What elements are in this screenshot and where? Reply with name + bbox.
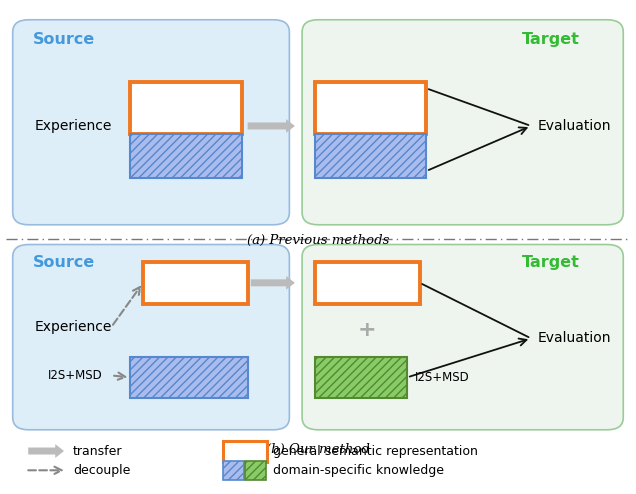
Bar — [143, 262, 248, 304]
Text: Target: Target — [522, 32, 579, 47]
Bar — [130, 82, 242, 133]
Text: +: + — [358, 321, 377, 340]
Text: Evaluation: Evaluation — [537, 331, 611, 345]
Text: (a) Previous methods: (a) Previous methods — [247, 234, 389, 247]
FancyBboxPatch shape — [302, 245, 623, 430]
Text: transfer: transfer — [73, 445, 123, 457]
Text: I2S+MSD: I2S+MSD — [415, 371, 469, 384]
Text: domain-specific knowledge: domain-specific knowledge — [273, 464, 445, 477]
FancyBboxPatch shape — [302, 20, 623, 225]
FancyBboxPatch shape — [13, 245, 289, 430]
Text: I2S+MSD: I2S+MSD — [48, 369, 102, 382]
Bar — [315, 262, 420, 304]
Bar — [315, 357, 407, 398]
Bar — [130, 357, 248, 398]
Bar — [223, 461, 244, 480]
Text: Experience: Experience — [35, 320, 113, 334]
Text: Source: Source — [33, 32, 95, 47]
Text: Experience: Experience — [35, 119, 113, 133]
Text: Source: Source — [33, 255, 95, 270]
Text: Target: Target — [522, 255, 579, 270]
Text: (b) Our method: (b) Our method — [266, 443, 370, 456]
Bar — [223, 441, 267, 462]
Text: decouple: decouple — [73, 464, 130, 477]
Text: Evaluation: Evaluation — [537, 119, 611, 133]
Bar — [315, 82, 426, 133]
Text: general semantic representation: general semantic representation — [273, 445, 478, 457]
Bar — [245, 461, 266, 480]
Bar — [315, 133, 426, 178]
FancyBboxPatch shape — [13, 20, 289, 225]
Bar — [130, 133, 242, 178]
